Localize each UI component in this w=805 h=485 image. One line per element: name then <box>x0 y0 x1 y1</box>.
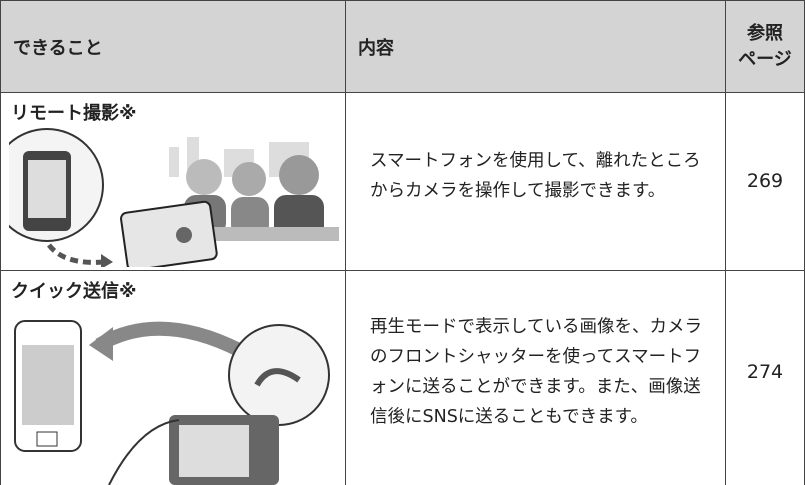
feature-cell: クイック送信※ <box>0 271 346 485</box>
remote-illustration <box>9 128 339 267</box>
header-cell: 内容 <box>346 0 726 93</box>
header-cell: できること <box>0 0 346 93</box>
page-cell: 269 <box>726 93 805 271</box>
page-number: 274 <box>746 361 784 383</box>
feature-cell: リモート撮影※ <box>0 93 346 271</box>
page-number: 269 <box>746 170 784 192</box>
feature-title: リモート撮影※ <box>11 103 137 124</box>
description: 再生モードで表示している画像を、カメラのフロントシャッターを使ってスマートフォン… <box>370 317 702 427</box>
header-text: 内容 <box>358 37 394 59</box>
content-cell: スマートフォンを使用して、離れたところからカメラを操作して撮影できます。 <box>346 93 726 271</box>
header-text: ページ <box>738 48 792 70</box>
feature-title: クイック送信※ <box>11 281 137 302</box>
header-text: できること <box>13 37 103 59</box>
header-text: 参照 <box>747 22 783 44</box>
description: スマートフォンを使用して、離れたところからカメラを操作して撮影できます。 <box>370 151 701 201</box>
content-cell: 再生モードで表示している画像を、カメラのフロントシャッターを使ってスマートフォン… <box>346 271 726 485</box>
header-cell: 参照 ページ <box>726 0 805 93</box>
page-cell: 274 <box>726 271 805 485</box>
quick-send-illustration <box>14 320 330 485</box>
